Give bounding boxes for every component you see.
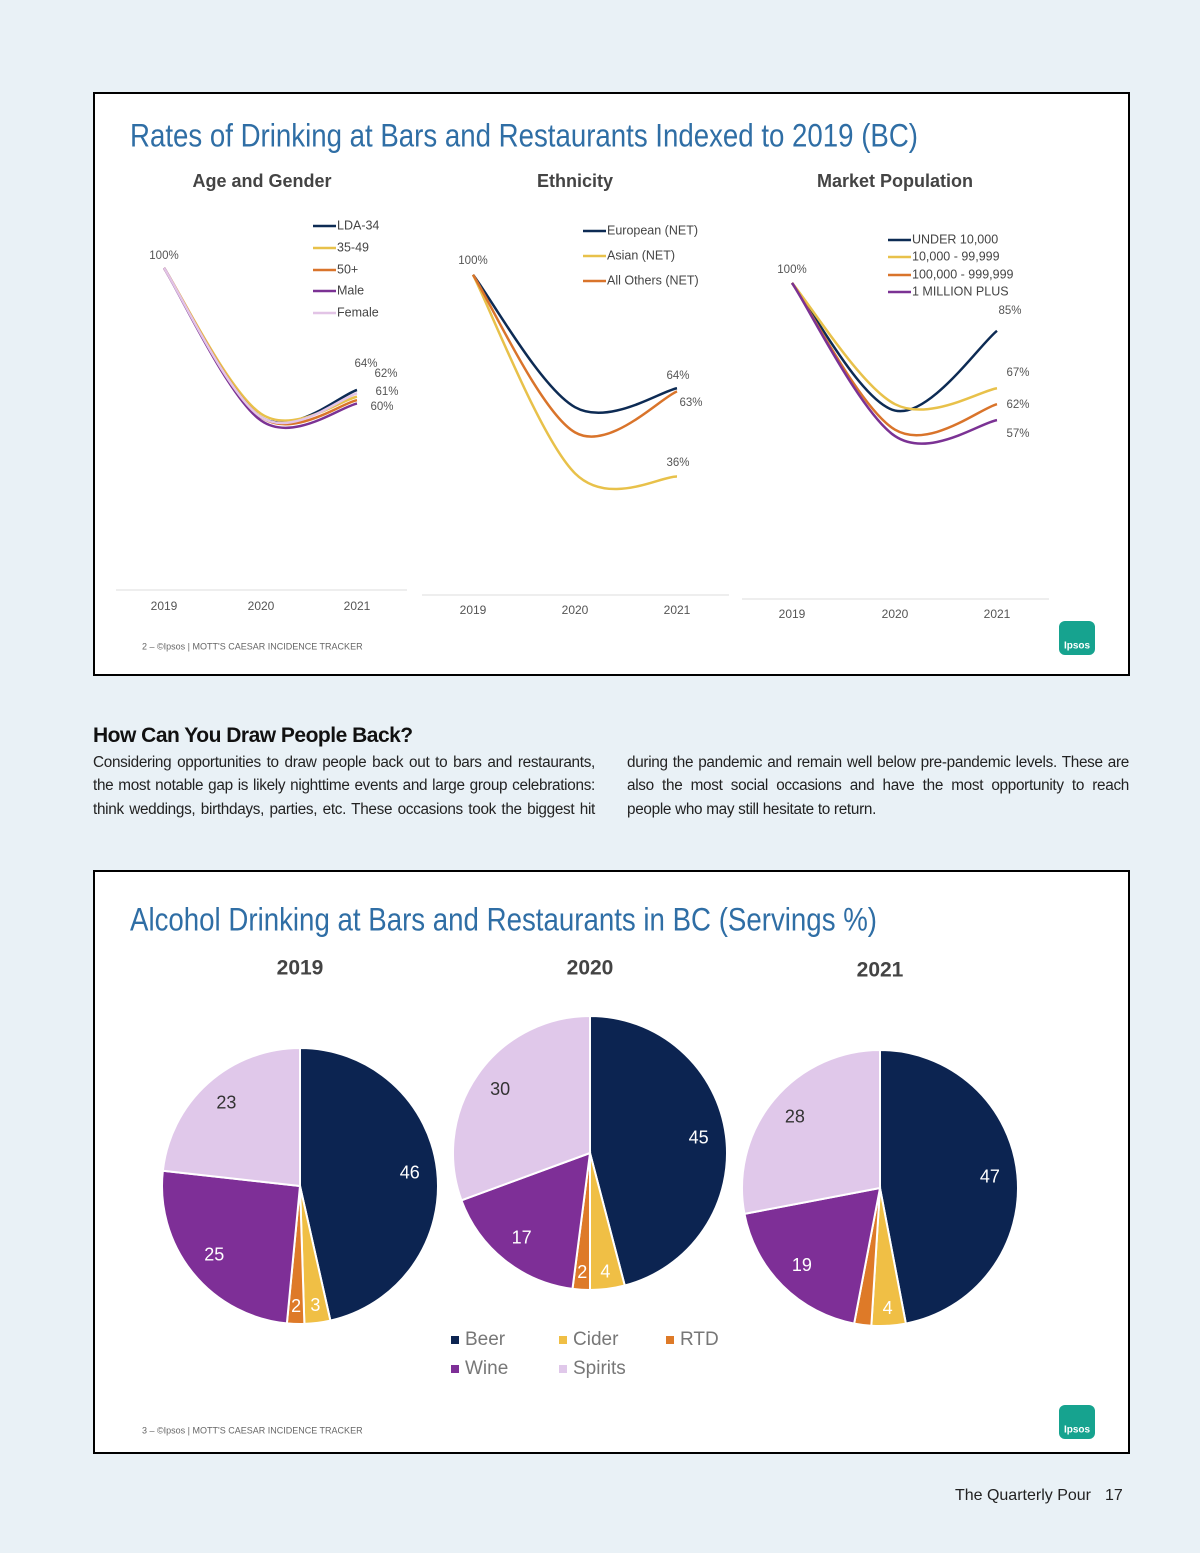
chart-subtitle: 2020 xyxy=(567,957,614,980)
data-label: 100% xyxy=(458,255,487,267)
data-label: 85% xyxy=(998,305,1021,317)
chart-subtitle: 2019 xyxy=(277,957,324,980)
series-line xyxy=(791,282,998,413)
legend-label: 10,000 - 99,999 xyxy=(912,249,1000,263)
data-label: 30 xyxy=(490,1079,510,1099)
data-label: 61% xyxy=(375,386,398,398)
data-label: 25 xyxy=(204,1244,224,1264)
pie-slice xyxy=(460,1151,592,1291)
slide-title: Rates of Drinking at Bars and Restaurant… xyxy=(130,117,918,153)
x-tick-label: 2019 xyxy=(460,603,487,617)
data-label: 28 xyxy=(785,1106,805,1126)
pie-slice xyxy=(879,1048,1019,1325)
x-tick-label: 2020 xyxy=(882,607,909,621)
chart-subtitle: Market Population xyxy=(817,171,973,191)
data-label: 64% xyxy=(666,370,689,382)
legend-label: Female xyxy=(337,305,379,319)
legend-swatch xyxy=(559,1365,567,1373)
legend-label: UNDER 10,000 xyxy=(912,232,998,246)
data-label: 62% xyxy=(1006,399,1029,411)
data-label: 4 xyxy=(600,1261,610,1281)
legend-label: Wine xyxy=(465,1358,508,1379)
data-label: 57% xyxy=(1006,428,1029,440)
legend-label: Spirits xyxy=(573,1358,626,1379)
pie-slice xyxy=(299,1046,439,1322)
legend-label: 50+ xyxy=(337,262,358,276)
slide-frame xyxy=(93,92,1130,676)
data-label: 67% xyxy=(1006,367,1029,379)
data-label: 2 xyxy=(577,1262,587,1282)
x-tick-label: 2021 xyxy=(664,603,691,617)
chart-subtitle: Ethnicity xyxy=(537,171,613,191)
data-label: 63% xyxy=(679,397,702,409)
logo xyxy=(1059,621,1095,655)
pie-slice xyxy=(741,1048,881,1216)
pie-slice xyxy=(161,1169,302,1325)
data-label: 23 xyxy=(216,1092,236,1112)
page-number: 17 xyxy=(1105,1487,1123,1504)
publication: The Quarterly Pour xyxy=(955,1487,1092,1504)
x-tick-label: 2021 xyxy=(984,607,1011,621)
data-label: 64% xyxy=(354,358,377,370)
article-body: Considering opportunities to draw people… xyxy=(93,754,1129,818)
legend-label: Male xyxy=(337,283,364,297)
series-line xyxy=(471,274,678,491)
logo-text: Ipsos xyxy=(1064,1425,1091,1436)
logo xyxy=(1059,1405,1095,1439)
data-label: 45 xyxy=(689,1128,709,1148)
data-label: 62% xyxy=(374,368,397,380)
data-label: 17 xyxy=(512,1227,532,1247)
series-line xyxy=(790,282,998,445)
data-label: 36% xyxy=(666,457,689,469)
legend-swatch xyxy=(559,1336,567,1344)
data-label: 2 xyxy=(291,1296,301,1316)
slide-footer: 3 – ©Ipsos | MOTT'S CAESAR INCIDENCE TRA… xyxy=(142,1425,363,1435)
legend-label: 100,000 - 999,999 xyxy=(912,267,1014,281)
legend-swatch xyxy=(451,1336,459,1344)
data-label: 100% xyxy=(777,264,806,276)
data-label: 60% xyxy=(370,401,393,413)
series-line xyxy=(791,282,998,411)
legend-label: Cider xyxy=(573,1329,619,1350)
slide-footer: 2 – ©Ipsos | MOTT'S CAESAR INCIDENCE TRA… xyxy=(142,641,363,651)
data-label: 47 xyxy=(980,1166,1000,1186)
legend-swatch xyxy=(666,1336,674,1344)
legend-label: European (NET) xyxy=(607,223,698,237)
pie-slice xyxy=(743,1186,882,1325)
x-tick-label: 2019 xyxy=(151,599,178,613)
legend-label: 35-49 xyxy=(337,240,369,254)
x-tick-label: 2021 xyxy=(344,599,371,613)
legend-label: Asian (NET) xyxy=(607,248,675,262)
data-label: 3 xyxy=(310,1295,320,1315)
data-label: 46 xyxy=(400,1163,420,1183)
data-label: 4 xyxy=(883,1298,893,1318)
chart-subtitle: Age and Gender xyxy=(192,171,331,191)
legend-label: RTD xyxy=(680,1329,719,1350)
pie-slice xyxy=(161,1046,301,1188)
logo-text: Ipsos xyxy=(1064,641,1091,652)
data-label: 19 xyxy=(792,1255,812,1275)
chart-subtitle: 2021 xyxy=(857,959,904,982)
legend-label: 1 MILLION PLUS xyxy=(912,284,1009,298)
series-line xyxy=(162,267,358,425)
data-label: 100% xyxy=(149,250,178,262)
legend-label: All Others (NET) xyxy=(607,273,699,287)
x-tick-label: 2020 xyxy=(562,603,589,617)
pie-slice xyxy=(452,1014,591,1202)
series-line xyxy=(471,274,678,438)
legend-label: LDA-34 xyxy=(337,218,379,232)
x-tick-label: 2019 xyxy=(779,607,806,621)
legend-swatch xyxy=(451,1365,459,1373)
slide-title: Alcohol Drinking at Bars and Restaurants… xyxy=(130,901,877,937)
x-tick-label: 2020 xyxy=(248,599,275,613)
pie-slice xyxy=(589,1014,728,1287)
article-heading: How Can You Draw People Back? xyxy=(93,724,413,747)
series-line xyxy=(472,273,678,414)
legend-label: Beer xyxy=(465,1329,506,1350)
